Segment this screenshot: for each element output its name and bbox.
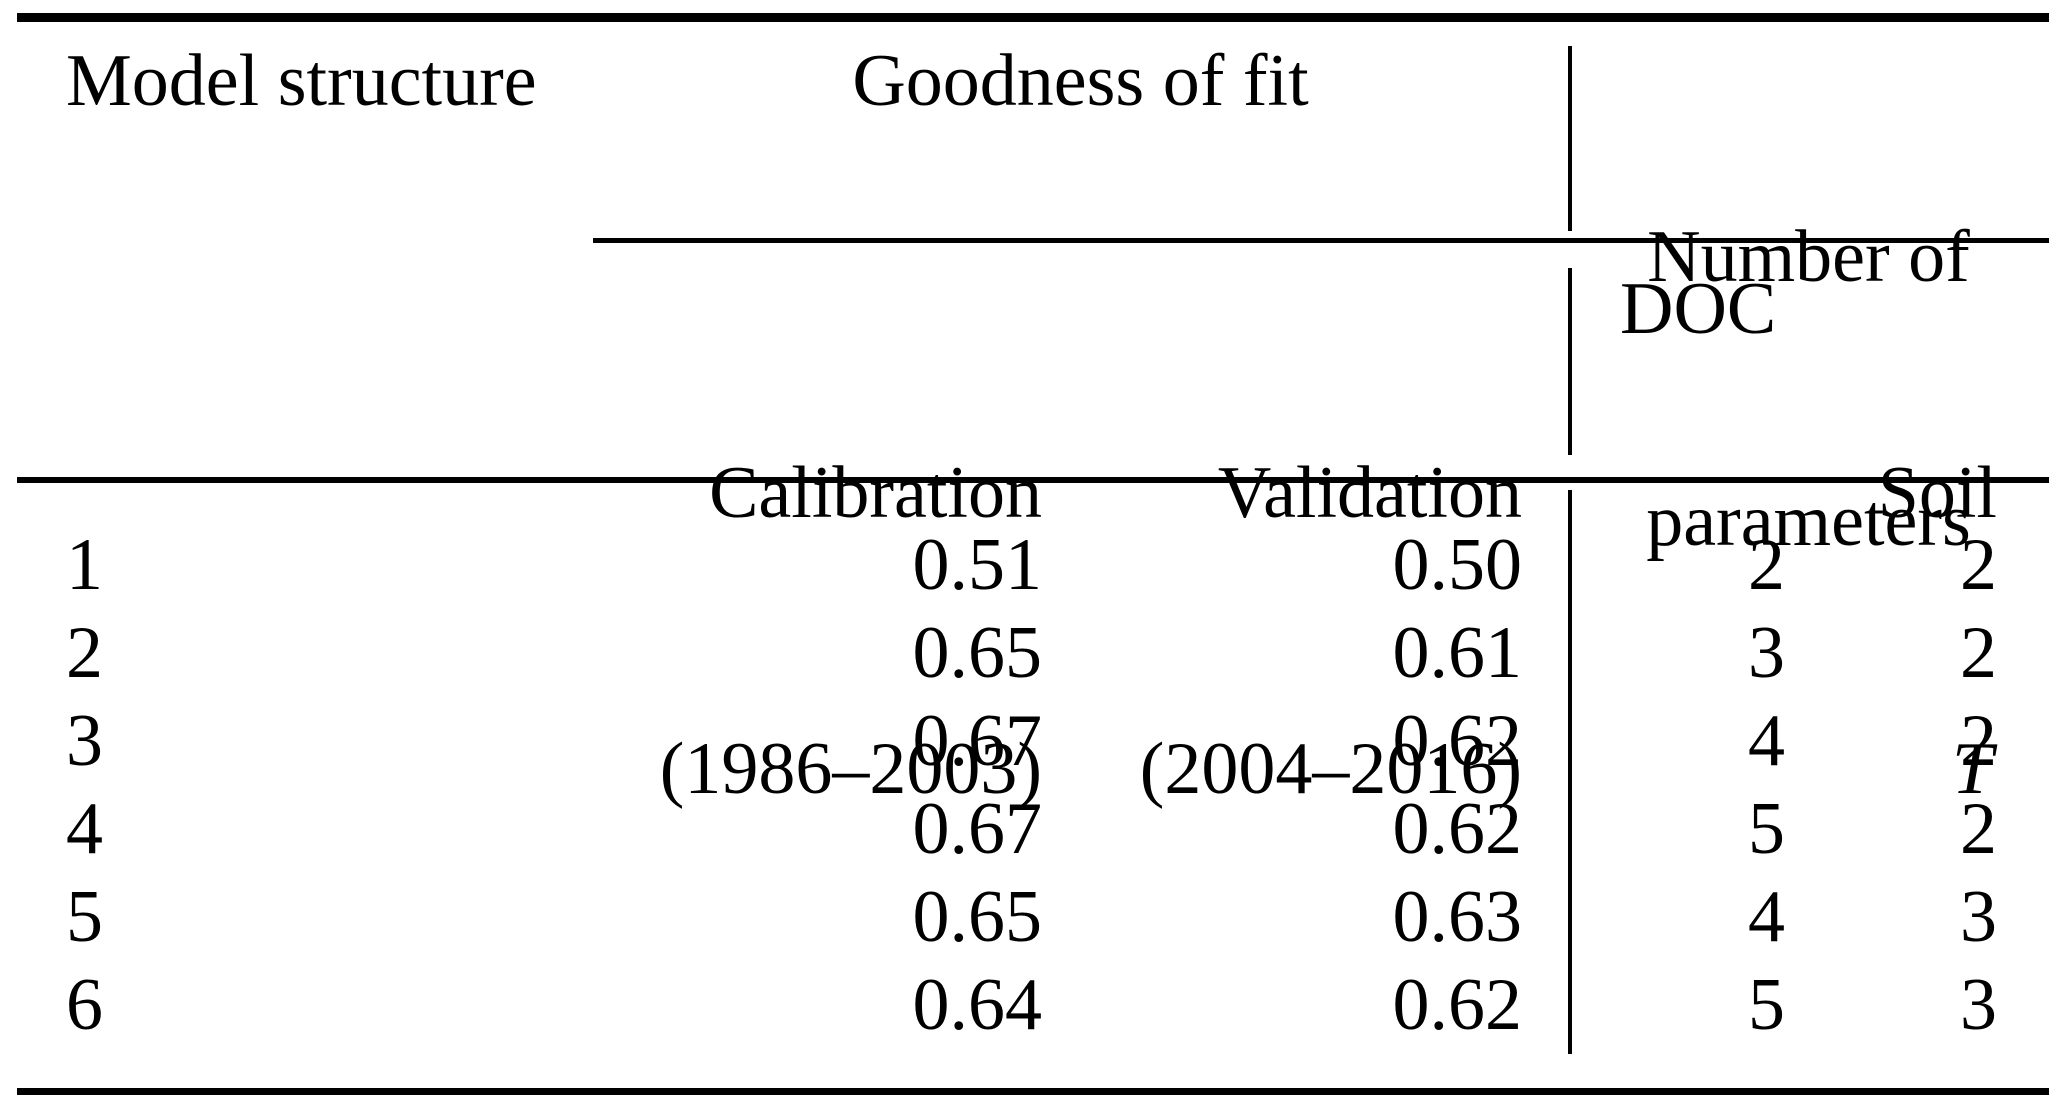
- table-row: 4 0.67 0.62 5 2: [17, 785, 2049, 873]
- column-separator-subheader-segment: [1568, 268, 1572, 455]
- column-header-soil-t: Soil T: [1697, 263, 1997, 999]
- column-separator-header-segment: [1568, 46, 1572, 231]
- calibration-value: 0.67: [912, 700, 1043, 782]
- goodness-group-midrule: [593, 238, 2049, 243]
- column-header-model-structure: Model structure: [66, 40, 537, 122]
- column-separator-body-segment: [1568, 490, 1572, 1054]
- soil-t-parameters-value: 3: [1960, 876, 1997, 958]
- doc-parameters-value: 3: [1748, 612, 1785, 694]
- column-group-header-goodness-of-fit: Goodness of fit: [852, 40, 1309, 122]
- model-structure-value: 4: [66, 788, 103, 870]
- calibration-value: 0.51: [912, 524, 1043, 606]
- column-header-validation: Validation (2004–2016): [1002, 263, 1522, 999]
- validation-value: 0.62: [1392, 788, 1523, 870]
- table-row: 5 0.65 0.63 4 3: [17, 873, 2049, 961]
- number-of-parameters-line1: Number of: [1647, 216, 1970, 298]
- soil-t-parameters-value: 2: [1960, 788, 1997, 870]
- validation-value: 0.61: [1392, 612, 1523, 694]
- table-row: 3 0.67 0.62 4 2: [17, 697, 2049, 785]
- validation-value: 0.62: [1392, 700, 1523, 782]
- number-of-parameters-line2: parameters: [1646, 480, 1971, 562]
- calibration-period: (1986–2003): [659, 728, 1042, 810]
- table-top-rule: [17, 13, 2049, 22]
- model-structure-value: 3: [66, 700, 103, 782]
- soil-t-parameters-value: 2: [1960, 700, 1997, 782]
- model-structure-value: 2: [66, 612, 103, 694]
- soil-t-symbol: T: [1951, 728, 1993, 810]
- table-body: 1 0.51 0.50 2 2 2 0.65 0.61 3 2 3 0.67 0…: [17, 521, 2049, 1049]
- doc-parameters-value: 5: [1748, 964, 1785, 1046]
- soil-label: Soil: [1877, 452, 1997, 534]
- validation-period: (2004–2016): [1139, 728, 1522, 810]
- table-bottom-rule: [17, 1088, 2049, 1095]
- calibration-value: 0.65: [912, 612, 1043, 694]
- doc-parameters-value: 5: [1748, 788, 1785, 870]
- doc-parameters-value: 4: [1748, 876, 1785, 958]
- calibration-value: 0.65: [912, 876, 1043, 958]
- column-group-header-number-of-parameters: Number of parameters: [1568, 37, 2049, 741]
- validation-value: 0.63: [1392, 876, 1523, 958]
- header-body-rule: [17, 477, 2049, 483]
- validation-label: Validation: [1217, 452, 1522, 534]
- table-row: 1 0.51 0.50 2 2: [17, 521, 2049, 609]
- doc-parameters-value: 4: [1748, 700, 1785, 782]
- validation-value: 0.50: [1392, 524, 1523, 606]
- soil-t-parameters-value: 2: [1960, 524, 1997, 606]
- calibration-value: 0.67: [912, 788, 1043, 870]
- model-structure-value: 5: [66, 876, 103, 958]
- table-row: 6 0.64 0.62 5 3: [17, 961, 2049, 1049]
- calibration-value: 0.64: [912, 964, 1043, 1046]
- model-structure-value: 6: [66, 964, 103, 1046]
- column-header-calibration: Calibration (1986–2003): [522, 263, 1042, 999]
- model-structure-value: 1: [66, 524, 103, 606]
- doc-parameters-value: 2: [1748, 524, 1785, 606]
- table-row: 2 0.65 0.61 3 2: [17, 609, 2049, 697]
- soil-t-parameters-value: 3: [1960, 964, 1997, 1046]
- soil-t-parameters-value: 2: [1960, 612, 1997, 694]
- validation-value: 0.62: [1392, 964, 1523, 1046]
- column-header-doc: DOC: [1620, 268, 1777, 350]
- calibration-label: Calibration: [709, 452, 1042, 534]
